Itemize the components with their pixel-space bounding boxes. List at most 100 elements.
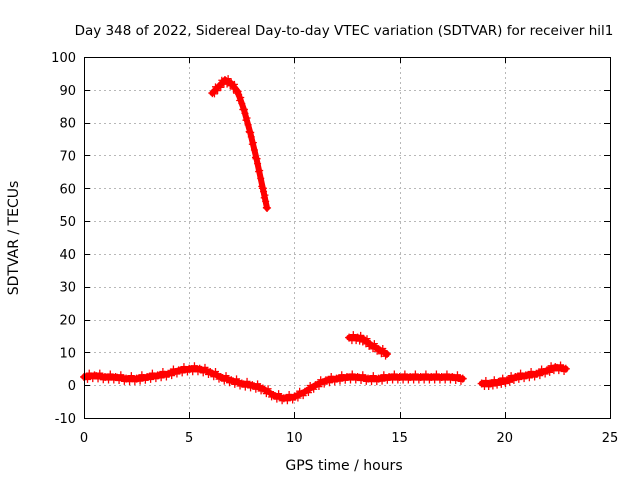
data-marker [136,377,144,385]
data-marker [257,174,265,182]
data-marker [173,370,181,378]
data-marker [210,90,218,98]
x-tick-label: 15 [391,431,408,446]
y-tick-label: 10 [59,346,76,361]
data-marker [378,377,386,385]
data-marker [520,375,528,383]
x-tick-label: 5 [185,431,193,446]
data-marker [380,348,388,356]
y-tick-label: 40 [59,248,76,263]
data-marker [482,377,490,385]
series-segment [208,75,272,212]
data-marker [84,375,92,383]
data-marker [363,335,371,343]
data-marker [141,376,149,384]
data-marker [224,75,232,83]
series-0 [80,75,570,405]
data-marker [457,377,465,385]
data-marker [452,377,460,385]
data-marker [251,153,259,161]
data-marker [157,374,165,382]
data-marker [233,375,241,383]
data-marker [525,374,533,382]
y-tick-label: 30 [59,281,76,296]
plot-frame [84,57,611,419]
data-marker [201,363,209,371]
y-axis-title: SDTVAR / TECUs [6,181,22,296]
y-tick-label: 100 [51,51,76,66]
data-marker [489,382,497,390]
data-marker [250,382,258,390]
data-marker [255,168,263,176]
data-marker [294,394,302,402]
data-marker [502,380,510,388]
data-marker [364,339,372,347]
data-marker [252,385,260,393]
data-marker [315,383,323,391]
data-marker [220,377,228,385]
x-tick-label: 0 [80,431,88,446]
data-marker [555,367,563,375]
data-marker [349,331,357,339]
data-marker [229,377,237,385]
y-tick-label: 80 [59,117,76,132]
data-marker [250,146,258,154]
x-tick-label: 10 [286,431,303,446]
data-marker [241,109,249,117]
data-marker [276,393,284,401]
data-marker [255,383,263,391]
data-marker [289,396,297,404]
x-axis-title: GPS time / hours [285,458,402,474]
data-marker [254,160,262,168]
data-marker [493,381,501,389]
series-segment [345,331,391,360]
y-tick-label: 50 [59,215,76,230]
data-marker [243,114,251,122]
data-marker [254,380,262,388]
data-marker [222,372,230,380]
data-marker [357,377,365,385]
data-marker [536,372,544,380]
data-marker [234,378,242,386]
data-marker [531,373,539,381]
data-marker [212,368,219,376]
data-marker [231,85,239,93]
data-marker [115,377,123,385]
data-marker [266,389,274,397]
data-marker [258,182,266,190]
data-marker [224,375,232,383]
data-marker [231,380,239,388]
y-tick-label: 0 [68,379,76,394]
data-marker [217,83,225,91]
series-segment [80,362,467,405]
chart-title: Day 348 of 2022, Sidereal Day-to-day VTE… [75,23,614,39]
data-marker [152,375,160,383]
data-marker [370,340,378,348]
data-marker [264,385,272,393]
data-marker [310,385,318,393]
data-marker [262,197,270,205]
tick-labels: -10 0 10 20 30 40 50 60 70 80 90 100 0 5 10 15 20 25 [51,51,618,446]
data-marker [515,375,523,383]
data-marker [249,139,257,147]
data-marker [261,386,269,394]
data-marker [162,373,170,381]
data-marker [541,370,549,378]
data-marker [546,368,554,376]
data-marker [260,188,268,196]
data-marker [215,375,223,383]
data-marker [244,121,252,129]
x-tick-label: 25 [602,431,619,446]
data-marker [268,393,276,401]
data-marker [213,371,221,379]
data-marker [262,390,270,398]
data-marker [247,133,255,141]
data-marker [283,397,291,405]
data-marker [320,380,328,388]
data-marker [379,345,387,353]
y-tick-label: 90 [59,84,76,99]
axis-ticks [84,57,611,419]
data-marker [241,383,249,391]
data-marker [147,375,155,383]
